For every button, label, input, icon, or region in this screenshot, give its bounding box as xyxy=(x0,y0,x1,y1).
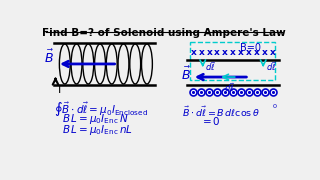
Text: $\oint\vec{B}\cdot d\vec{\ell} = \mu_0 I_{\mathrm{Enclosed}}$: $\oint\vec{B}\cdot d\vec{\ell} = \mu_0 I… xyxy=(54,101,148,119)
Text: $d\vec{\ell}$: $d\vec{\ell}$ xyxy=(205,60,216,73)
Text: $= 0$: $= 0$ xyxy=(200,115,221,127)
Text: $\vec{B}$: $\vec{B}$ xyxy=(181,65,191,83)
Text: $B\,L = \mu_0 I_{\mathrm{Enc}}\,nL$: $B\,L = \mu_0 I_{\mathrm{Enc}}\,nL$ xyxy=(62,123,132,137)
Text: x: x xyxy=(198,48,204,57)
Text: x: x xyxy=(206,48,212,57)
Text: x: x xyxy=(254,48,260,57)
Text: I: I xyxy=(58,85,61,95)
Text: x: x xyxy=(238,48,244,57)
Text: x: x xyxy=(246,48,252,57)
Text: x: x xyxy=(222,48,228,57)
Text: $^0$: $^0$ xyxy=(272,103,277,112)
Text: x: x xyxy=(262,48,268,57)
Text: x: x xyxy=(191,48,196,57)
Text: x: x xyxy=(270,48,276,57)
Text: $d\vec{\ell}$: $d\vec{\ell}$ xyxy=(224,81,235,94)
Text: Find B=? of Solenoid using Ampere's Law: Find B=? of Solenoid using Ampere's Law xyxy=(42,28,286,38)
Text: $d\vec{\ell}$: $d\vec{\ell}$ xyxy=(266,60,276,73)
Text: x: x xyxy=(214,48,220,57)
Text: x: x xyxy=(230,48,236,57)
Text: $\vec{B}\cdot d\vec{\ell} = B\,d\ell\cos\theta$: $\vec{B}\cdot d\vec{\ell} = B\,d\ell\cos… xyxy=(182,105,260,119)
Text: B=0: B=0 xyxy=(240,43,261,53)
Text: $\vec{B}$: $\vec{B}$ xyxy=(44,49,54,66)
Bar xyxy=(189,42,275,80)
Text: $B\,L = \mu_0 I_{\mathrm{Enc}}\,N$: $B\,L = \mu_0 I_{\mathrm{Enc}}\,N$ xyxy=(62,112,128,127)
